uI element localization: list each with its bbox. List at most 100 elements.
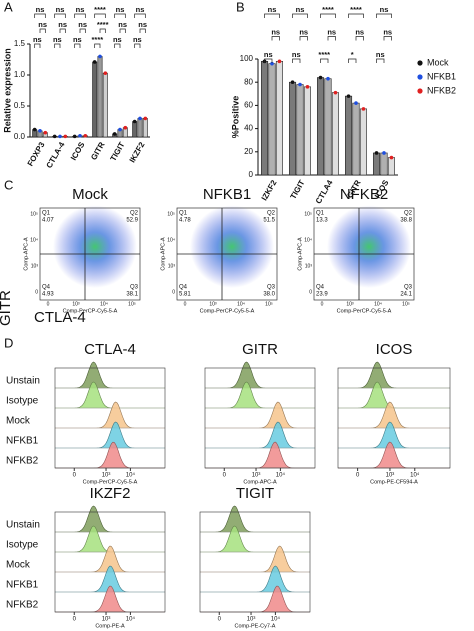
quadrant-name: Q1 [316, 211, 325, 217]
replicate-dot [112, 132, 117, 136]
histogram [205, 381, 315, 409]
row-label: NFKB1 [6, 436, 39, 447]
x-tick-label: 10⁴ [100, 301, 108, 307]
significance-label: ns [116, 5, 125, 14]
x-tick-label: TIGIT [289, 178, 307, 200]
x-tick-label: 0 [47, 301, 50, 307]
y-tick-label: 10⁵ [304, 211, 312, 217]
quadrant-value: 4.07 [42, 218, 54, 224]
significance-label: ns [327, 27, 336, 36]
y-tick-label: 0 [309, 289, 312, 295]
significance-label: ns [271, 27, 280, 36]
x-tick-label: 0 [73, 617, 77, 623]
bar [288, 81, 297, 176]
x-tick-label: 0 [223, 473, 227, 479]
replicate-dot [43, 130, 48, 135]
replicate-dot [63, 134, 68, 139]
significance-label: ns [264, 50, 273, 59]
x-tick-label: 10⁴ [374, 301, 382, 307]
quadrant-name: Q2 [404, 211, 413, 217]
significance-bracket [355, 36, 364, 41]
row-label: Mock [6, 416, 31, 427]
significance-bracket [79, 28, 86, 33]
replicate-dot [374, 151, 379, 155]
significance-label: ns [383, 27, 392, 36]
histogram-title: TIGIT [236, 485, 274, 502]
row-label: NFKB2 [6, 600, 39, 611]
significance-label: **** [91, 35, 103, 44]
significance-label: **** [322, 5, 334, 14]
quadrant-name: Q3 [404, 285, 413, 291]
significance-bracket [94, 43, 101, 48]
legend-label: NFKB1 [427, 71, 456, 81]
histogram [55, 505, 165, 533]
histogram [200, 565, 310, 593]
bar [380, 152, 388, 176]
bar [316, 77, 325, 176]
significance-bracket [114, 13, 126, 18]
quadrant-name: Q4 [316, 285, 325, 291]
replicate-dot [270, 61, 274, 66]
replicate-dot [118, 127, 122, 132]
x-tick-label: 10³ [247, 617, 256, 623]
replicate-dot [58, 134, 62, 139]
replicate-dot [98, 54, 102, 59]
y-axis-label: Comp-APC-A [297, 237, 303, 271]
replicate-dot [32, 127, 37, 132]
x-tick-label: 10³ [102, 473, 111, 479]
significance-bracket [139, 28, 146, 33]
event-cloud [53, 205, 137, 289]
bar [331, 92, 340, 176]
quadrant-value: 13.3 [316, 218, 328, 224]
panel-label: A [4, 0, 13, 14]
histogram [55, 441, 165, 469]
significance-label: ns [113, 35, 122, 44]
bar [275, 61, 284, 176]
histogram-frame [199, 511, 311, 613]
y-tick-label: 10⁴ [167, 237, 175, 243]
y-tick-label: 10³ [305, 263, 313, 269]
significance-label: ns [355, 27, 364, 36]
significance-bracket [34, 13, 46, 18]
significance-bracket [54, 43, 61, 48]
bar [387, 157, 396, 176]
replicate-dot [326, 76, 330, 81]
significance-bracket [134, 13, 146, 18]
histogram [55, 381, 165, 409]
x-tick-label: 10⁴ [276, 472, 286, 479]
y-tick-label: 0.0 [14, 132, 26, 141]
significance-label: ns [296, 5, 305, 14]
y-tick-label: 100 [240, 54, 254, 63]
y-tick-label: 10⁵ [167, 211, 175, 217]
x-tick-label: FOXP3 [26, 140, 47, 168]
quadrant-value: 4.78 [179, 218, 191, 224]
bar [260, 61, 269, 176]
replicate-dot [389, 155, 394, 160]
replicate-dot [290, 80, 295, 84]
significance-label: ns [38, 20, 47, 29]
column-label: CTLA-4 [34, 309, 86, 326]
bar [372, 152, 381, 176]
significance-label: ns [36, 5, 45, 14]
significance-label: ns [118, 20, 127, 29]
replicate-dot [52, 134, 57, 139]
replicate-dot [123, 125, 128, 130]
histogram-title: GITR [242, 341, 278, 358]
significance-bracket [320, 58, 329, 63]
y-tick-label: 0 [172, 289, 175, 295]
significance-label: **** [318, 50, 330, 59]
significance-bracket [376, 13, 392, 18]
quadrant-name: Q1 [179, 211, 188, 217]
significance-label: ns [133, 35, 142, 44]
replicate-dot [38, 129, 42, 133]
panel-label: C [4, 177, 13, 192]
histogram [338, 401, 450, 429]
y-tick-label: 10⁴ [30, 237, 38, 243]
replicate-dot [318, 75, 323, 80]
x-tick-label: 10⁴ [126, 472, 136, 479]
legend-label: NFKB2 [427, 85, 456, 95]
histogram [205, 401, 315, 429]
significance-label: **** [97, 20, 109, 29]
flow-title: Mock [72, 186, 108, 203]
